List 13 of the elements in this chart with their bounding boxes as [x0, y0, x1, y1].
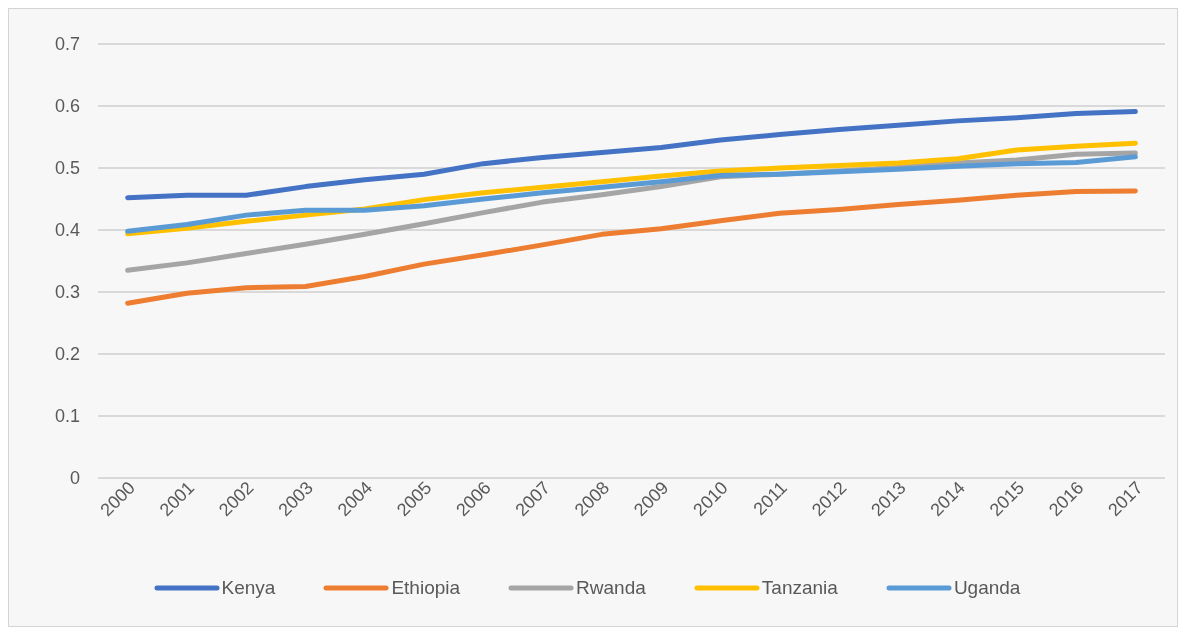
y-tick-label: 0.3 — [54, 282, 80, 303]
y-tick-label: 0.7 — [54, 34, 80, 55]
legend-label: Kenya — [221, 577, 276, 599]
y-tick-label: 0.4 — [54, 220, 80, 241]
y-tick-label: 0.2 — [54, 344, 80, 365]
y-tick-label: 0 — [69, 468, 80, 489]
y-tick-label: 0.1 — [54, 406, 80, 427]
y-tick-label: 0.6 — [54, 96, 80, 117]
legend-label: Ethiopia — [391, 577, 461, 599]
legend-label: Rwanda — [576, 577, 646, 599]
y-tick-label: 0.5 — [54, 158, 80, 179]
legend-label: Tanzania — [761, 577, 838, 599]
legend-label: Uganda — [953, 577, 1021, 599]
